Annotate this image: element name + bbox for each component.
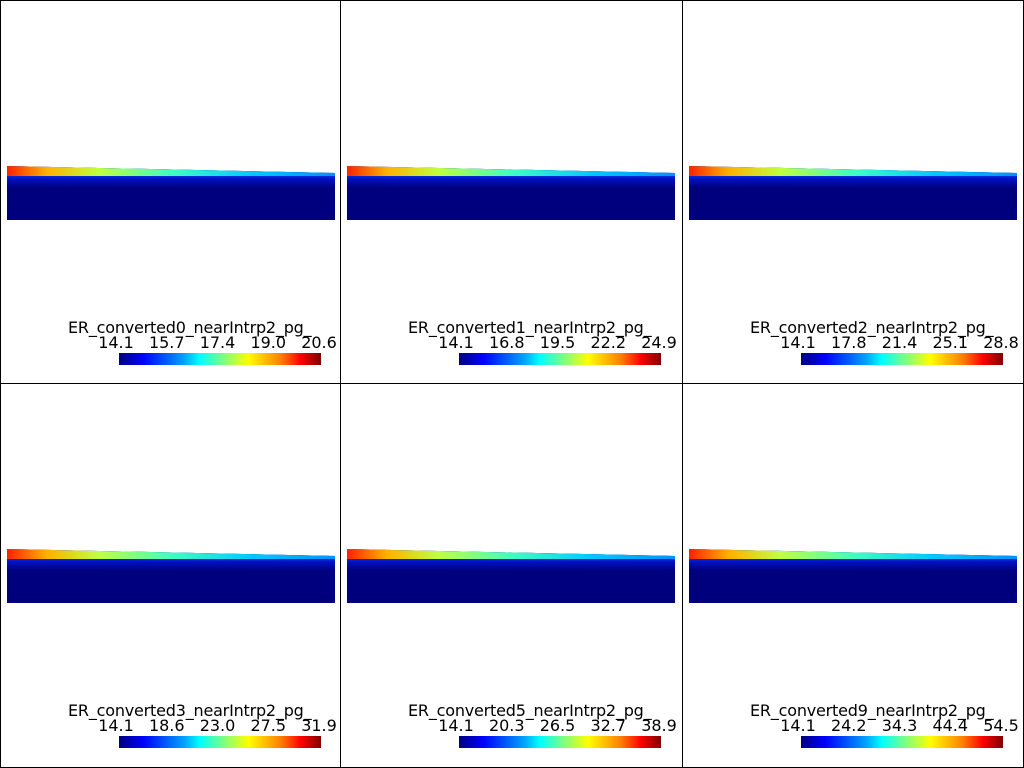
legend-title: ER_converted3_nearIntrp2_pg_	[68, 701, 312, 720]
legend-title: ER_converted5_nearIntrp2_pg_	[408, 701, 652, 720]
field-hot-layer	[347, 549, 675, 559]
legend-tick-label: 18.6	[148, 716, 185, 735]
legend-tick-label: 14.1	[98, 716, 134, 735]
legend-title: ER_converted9_nearIntrp2_pg_	[750, 701, 994, 720]
legend-tick-label: 20.3	[488, 716, 525, 735]
render-panel[interactable]: ER_converted5_nearIntrp2_pg_ 14.1 20.3 2…	[340, 383, 683, 768]
render-panel[interactable]: ER_converted9_nearIntrp2_pg_ 14.1 24.2 3…	[682, 383, 1024, 768]
legend-tick-label: 26.5	[539, 716, 576, 735]
legend-tick-label: 44.4	[932, 716, 969, 735]
legend-tick-labels: 14.1 17.8 21.4 25.1 28.8	[780, 335, 1020, 351]
legend-tick-label: 16.8	[488, 333, 525, 352]
legend-tick-label: 14.1	[780, 716, 816, 735]
legend-tick-label: 28.8	[983, 333, 1019, 352]
scalar-field-surface	[347, 547, 675, 603]
field-svg	[7, 549, 335, 603]
render-panel[interactable]: ER_converted0_nearIntrp2_pg_ 14.1 15.7 1…	[0, 0, 341, 384]
field-svg	[7, 166, 335, 220]
legend-tick-label: 27.5	[250, 716, 287, 735]
field-hot-layer	[689, 166, 1017, 176]
legend-tick-label: 17.8	[830, 333, 867, 352]
legend-tick-label: 19.5	[539, 333, 576, 352]
render-panel[interactable]: ER_converted3_nearIntrp2_pg_ 14.1 18.6 2…	[0, 383, 341, 768]
field-hot-layer	[689, 549, 1017, 559]
legend-tick-labels: 14.1 24.2 34.3 44.4 54.5	[780, 718, 1020, 734]
color-bar	[801, 736, 1003, 748]
legend-tick-label: 38.9	[641, 716, 677, 735]
legend-tick-labels: 14.1 18.6 23.0 27.5 31.9	[98, 718, 338, 734]
scalar-field-surface	[7, 547, 335, 603]
field-svg	[689, 549, 1017, 603]
legend-tick-labels: 14.1 16.8 19.5 22.2 24.9	[438, 335, 678, 351]
legend-tick-label: 24.2	[830, 716, 867, 735]
field-svg	[347, 166, 675, 220]
legend-tick-labels: 14.1 15.7 17.4 19.0 20.6	[98, 335, 338, 351]
legend-title: ER_converted1_nearIntrp2_pg_	[408, 318, 652, 337]
render-panel[interactable]: ER_converted2_nearIntrp2_pg_ 14.1 17.8 2…	[682, 0, 1024, 384]
legend-tick-label: 54.5	[983, 716, 1019, 735]
legend-tick-label: 23.0	[199, 716, 236, 735]
field-hot-layer	[7, 166, 335, 176]
legend-title: ER_converted2_nearIntrp2_pg_	[750, 318, 994, 337]
render-panel[interactable]: ER_converted1_nearIntrp2_pg_ 14.1 16.8 1…	[340, 0, 683, 384]
legend-tick-labels: 14.1 20.3 26.5 32.7 38.9	[438, 718, 678, 734]
scalar-field-surface	[689, 547, 1017, 603]
field-svg	[347, 549, 675, 603]
legend-title: ER_converted0_nearIntrp2_pg_	[68, 318, 312, 337]
legend-tick-label: 22.2	[590, 333, 627, 352]
legend-tick-label: 21.4	[881, 333, 918, 352]
legend-tick-label: 17.4	[199, 333, 236, 352]
color-bar	[119, 353, 321, 365]
scalar-field-surface	[347, 164, 675, 220]
field-hot-layer	[347, 166, 675, 176]
legend-tick-label: 14.1	[438, 333, 474, 352]
field-svg	[689, 166, 1017, 220]
legend-tick-label: 14.1	[438, 716, 474, 735]
legend-tick-label: 19.0	[250, 333, 287, 352]
legend-tick-label: 32.7	[590, 716, 627, 735]
color-bar	[119, 736, 321, 748]
legend-tick-label: 14.1	[780, 333, 816, 352]
field-hot-layer	[7, 549, 335, 559]
legend-tick-label: 14.1	[98, 333, 134, 352]
legend-tick-label: 15.7	[148, 333, 185, 352]
legend-tick-label: 31.9	[301, 716, 337, 735]
color-bar	[459, 353, 661, 365]
legend-tick-label: 25.1	[932, 333, 969, 352]
scalar-field-surface	[7, 164, 335, 220]
scalar-field-surface	[689, 164, 1017, 220]
legend-tick-label: 20.6	[301, 333, 337, 352]
legend-tick-label: 24.9	[641, 333, 677, 352]
legend-tick-label: 34.3	[881, 716, 918, 735]
color-bar	[801, 353, 1003, 365]
color-bar	[459, 736, 661, 748]
